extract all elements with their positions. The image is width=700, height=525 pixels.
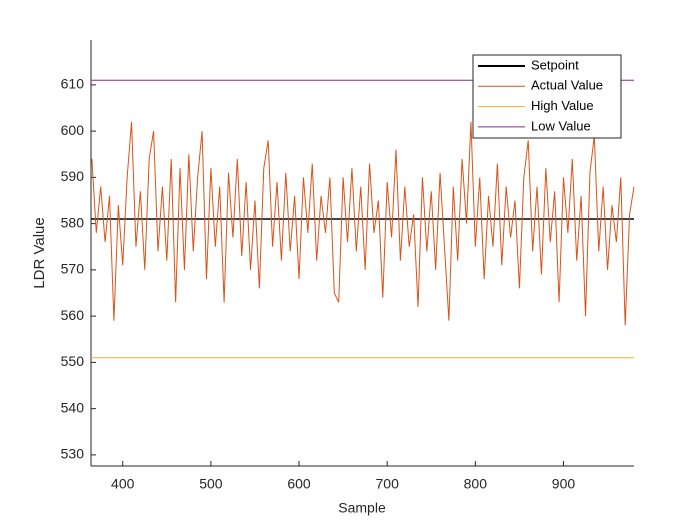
x-tick-label: 400 bbox=[111, 476, 135, 492]
x-tick-label: 900 bbox=[552, 476, 576, 492]
y-tick-label: 550 bbox=[61, 353, 85, 369]
legend-box bbox=[472, 54, 622, 139]
y-tick-label: 580 bbox=[61, 214, 85, 230]
y-tick-label: 560 bbox=[61, 307, 85, 323]
y-tick-label: 530 bbox=[61, 446, 85, 462]
y-tick-label: 590 bbox=[61, 168, 85, 184]
legend-label: High Value bbox=[531, 98, 594, 113]
y-tick-label: 570 bbox=[61, 261, 85, 277]
legend-label: Actual Value bbox=[531, 78, 603, 93]
y-axis-label: LDR Value bbox=[31, 217, 48, 288]
legend: Setpoint Actual Value High Value Low Value bbox=[472, 54, 622, 139]
y-tick-label: 600 bbox=[61, 122, 85, 138]
x-axis-label: Sample bbox=[338, 500, 386, 516]
x-tick-label: 500 bbox=[199, 476, 223, 492]
x-tick-label: 600 bbox=[287, 476, 311, 492]
y-tick-label: 540 bbox=[61, 399, 85, 415]
y-tick-label: 610 bbox=[61, 76, 85, 92]
x-tick-label: 700 bbox=[376, 476, 400, 492]
legend-label: Setpoint bbox=[531, 57, 579, 72]
x-tick-label: 800 bbox=[464, 476, 488, 492]
series-line bbox=[91, 121, 635, 326]
legend-label: Low Value bbox=[531, 118, 591, 133]
